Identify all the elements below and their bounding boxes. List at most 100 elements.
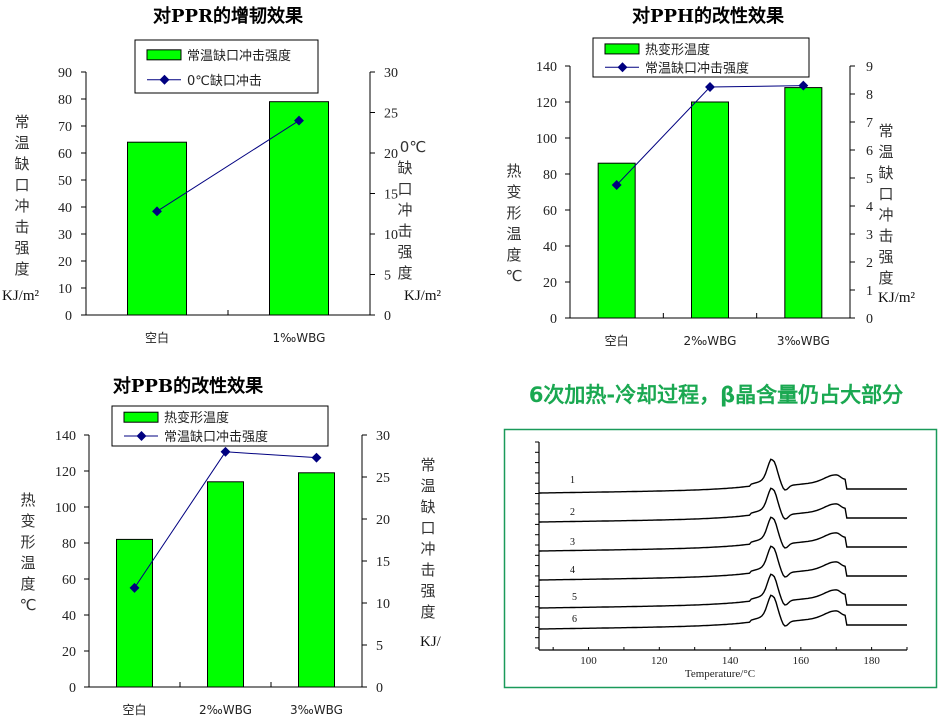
svg-text:击: 击 xyxy=(878,227,893,245)
legend-bar-swatch xyxy=(123,411,159,423)
legend-label: 常温缺口冲击强度 xyxy=(187,48,291,64)
bar xyxy=(116,538,153,688)
svg-text:温: 温 xyxy=(20,554,35,572)
svg-text:KJ/m²: KJ/m² xyxy=(878,290,916,306)
y2-tick-label: 9 xyxy=(866,60,873,75)
legend-label: 0℃缺口冲击 xyxy=(187,74,262,89)
svg-text:口: 口 xyxy=(420,519,435,537)
dsc-curves xyxy=(539,458,907,630)
y-axis-title: 热变形温度 ℃ xyxy=(506,162,523,285)
svg-text:缺: 缺 xyxy=(397,159,412,177)
svg-text:冲: 冲 xyxy=(878,206,893,224)
svg-text:冲: 冲 xyxy=(420,540,435,558)
dsc-curve xyxy=(539,573,907,609)
svg-text:常: 常 xyxy=(14,113,29,131)
dsc-curve xyxy=(539,594,907,630)
legend-label: 热变形温度 xyxy=(645,42,710,58)
svg-text:度: 度 xyxy=(14,260,29,278)
x-category-label: 空白 xyxy=(145,330,169,345)
y2-axis-title: 0℃ 缺口冲击强度 KJ/m² xyxy=(397,138,441,304)
legend: 常温缺口冲击强度 0℃缺口冲击 xyxy=(134,39,319,94)
legend-line-marker xyxy=(136,431,147,441)
dsc-curve xyxy=(539,516,907,552)
dsc-frame xyxy=(503,428,938,689)
y2-tick-label: 8 xyxy=(866,88,873,103)
svg-text:形: 形 xyxy=(506,204,521,222)
svg-text:温: 温 xyxy=(506,225,521,243)
banner-text: 6次加热-冷却过程，β晶含量仍占大部分 xyxy=(529,383,903,407)
y2-tick-label: 4 xyxy=(866,200,873,215)
diamond-marker xyxy=(220,446,231,457)
svg-text:度: 度 xyxy=(878,269,893,287)
svg-text:常: 常 xyxy=(420,456,435,474)
dsc-chart: 100 120 140 160 180 Temperature/°C 1 2 3 4 5 6 xyxy=(503,428,938,689)
diamond-marker xyxy=(152,206,162,217)
diamond-marker xyxy=(798,80,809,91)
y-tick-label: 100 xyxy=(536,132,557,147)
y-tick-label: 120 xyxy=(55,465,76,480)
y2-tick-label: 5 xyxy=(384,269,391,284)
svg-text:形: 形 xyxy=(20,533,35,551)
svg-text:强: 强 xyxy=(397,243,412,261)
y2-tick-label: 20 xyxy=(376,513,390,528)
svg-text:强: 强 xyxy=(878,248,893,266)
y-tick-label: 80 xyxy=(62,537,76,552)
svg-text:温: 温 xyxy=(420,477,435,495)
y-tick-label: 60 xyxy=(58,147,72,162)
y-tick-label: 80 xyxy=(58,93,72,108)
bar-series xyxy=(127,101,329,316)
svg-text:温: 温 xyxy=(14,134,29,152)
y-tick-label: 40 xyxy=(543,240,557,255)
y-tick-label: 0 xyxy=(65,309,72,324)
y2-tick-label: 0 xyxy=(376,681,383,696)
svg-text:缺: 缺 xyxy=(878,164,893,182)
chart-title: 对PPR的增韧效果 xyxy=(153,5,304,27)
legend-line-marker xyxy=(617,62,628,73)
y-axis-title: 热变形温度 ℃ xyxy=(20,491,37,614)
svg-text:度: 度 xyxy=(20,575,35,593)
y-tick-label: 120 xyxy=(536,96,557,111)
bar xyxy=(127,141,187,316)
legend-label: 热变形温度 xyxy=(164,410,229,426)
y2-tick-label: 6 xyxy=(866,144,873,159)
legend-bar-swatch xyxy=(604,43,640,55)
y-tick-label: 20 xyxy=(58,255,72,270)
diamond-marker xyxy=(129,582,140,593)
x-category-label: 1‰WBG xyxy=(273,331,326,345)
svg-text:冲: 冲 xyxy=(14,197,29,215)
y-tick-label: 80 xyxy=(543,168,557,183)
dsc-curve xyxy=(539,487,907,523)
svg-text:℃: ℃ xyxy=(506,267,523,285)
svg-text:强: 强 xyxy=(420,582,435,600)
bar-series xyxy=(597,87,823,319)
svg-text:KJ/: KJ/ xyxy=(420,634,442,650)
diamond-marker xyxy=(311,452,322,463)
y-tick-label: 70 xyxy=(58,120,72,135)
y2-axis-title: 常温缺口冲击强度 KJ/m² xyxy=(878,122,916,306)
svg-text:KJ/m²: KJ/m² xyxy=(2,288,40,304)
y2-tick-label: 7 xyxy=(866,116,873,131)
dsc-curve-label: 1 xyxy=(570,475,575,486)
svg-text:口: 口 xyxy=(397,180,412,198)
y-tick-label: 0 xyxy=(550,312,557,327)
legend-bar-swatch xyxy=(146,49,182,61)
bar xyxy=(298,472,335,688)
svg-text:缺: 缺 xyxy=(420,498,435,516)
y-tick-label: 140 xyxy=(536,60,557,75)
svg-text:强: 强 xyxy=(14,239,29,257)
y-tick-label: 100 xyxy=(55,501,76,516)
y-tick-label: 20 xyxy=(62,645,76,660)
y2-tick-label: 30 xyxy=(384,66,398,81)
y-tick-label: 30 xyxy=(58,228,72,243)
dsc-curve-label: 6 xyxy=(572,614,577,625)
chart-1: 对PPR的增韧效果 0 10 20 30 40 50 60 70 80 90 0 5 10 15 20 25 30… xyxy=(2,5,442,345)
dsc-curve-label: 2 xyxy=(570,507,575,518)
svg-text:缺: 缺 xyxy=(14,155,29,173)
chart-3: 对PPB的改性效果 0 20 40 60 80 100 120 140 0 5 10 15 20 25 30 空… xyxy=(20,375,442,717)
legend-label: 常温缺口冲击强度 xyxy=(645,60,749,76)
bar xyxy=(784,87,823,319)
dsc-x-tick-label: 100 xyxy=(580,655,597,667)
y-tick-label: 90 xyxy=(58,66,72,81)
